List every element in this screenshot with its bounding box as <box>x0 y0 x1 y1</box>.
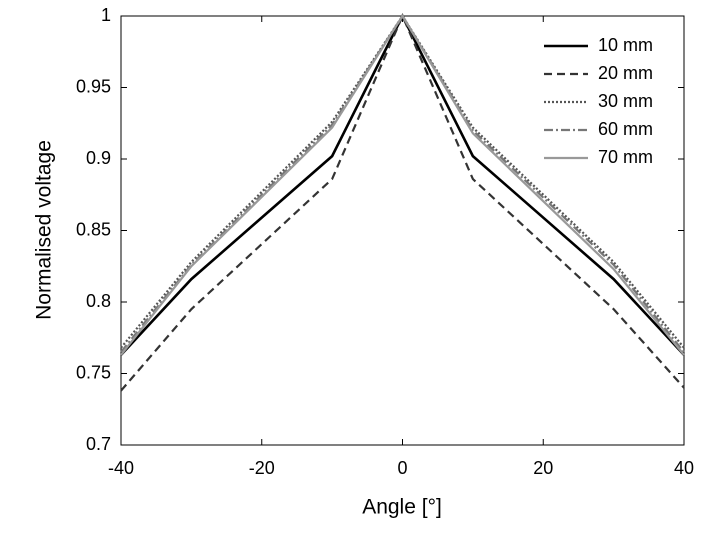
legend-label: 70 mm <box>598 147 653 167</box>
x-tick-label: 40 <box>674 458 694 478</box>
x-tick-label: 20 <box>533 458 553 478</box>
legend-label: 10 mm <box>598 35 653 55</box>
series-line <box>120 13 685 353</box>
y-tick-label: 0.95 <box>76 76 111 96</box>
y-tick-label: 0.85 <box>76 219 111 239</box>
y-tick-label: 1 <box>101 5 111 25</box>
legend-label: 30 mm <box>598 91 653 111</box>
x-tick-label: 0 <box>397 458 407 478</box>
series-line <box>120 13 685 356</box>
y-tick-label: 0.9 <box>86 148 111 168</box>
y-tick-label: 0.7 <box>86 434 111 454</box>
legend-label: 60 mm <box>598 119 653 139</box>
x-tick-label: -40 <box>108 458 134 478</box>
legend-label: 20 mm <box>598 63 653 83</box>
x-axis-label: Angle [°] <box>362 496 442 519</box>
series-line <box>120 13 685 392</box>
x-tick-label: -20 <box>249 458 275 478</box>
y-axis-label: Normalised voltage <box>33 140 56 320</box>
y-tick-label: 0.75 <box>76 362 111 382</box>
y-tick-label: 0.8 <box>86 291 111 311</box>
